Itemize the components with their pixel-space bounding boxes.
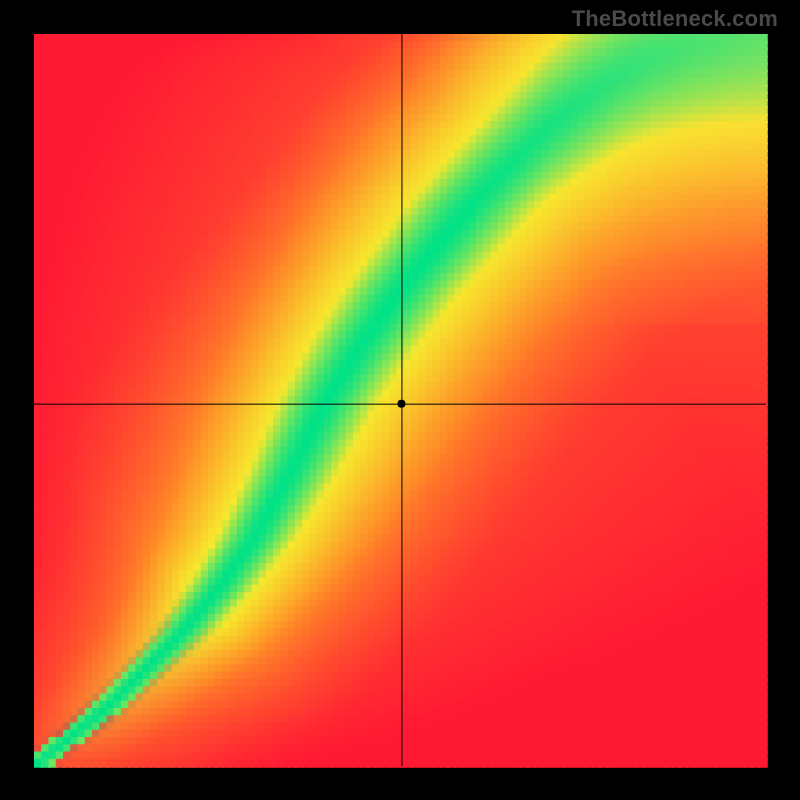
bottleneck-heatmap — [0, 0, 800, 800]
watermark-text: TheBottleneck.com — [572, 6, 778, 32]
